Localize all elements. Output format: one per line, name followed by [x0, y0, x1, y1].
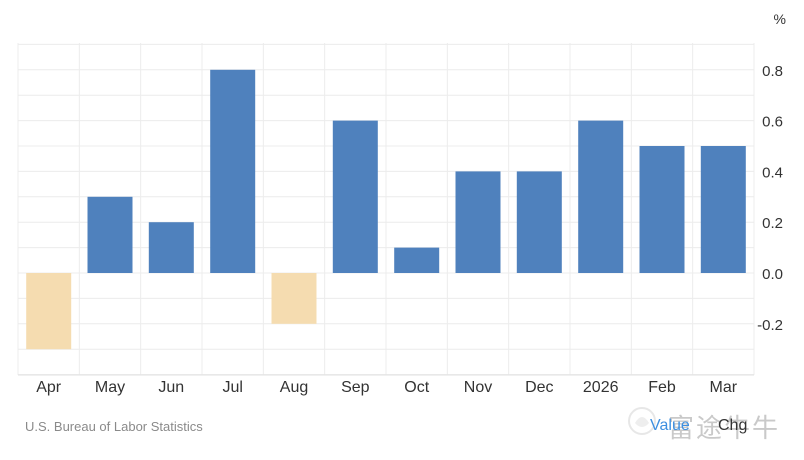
x-tick-label: Dec [525, 379, 553, 396]
y-tick-label: 0.8 [762, 63, 783, 80]
x-tick-label: Mar [710, 379, 738, 396]
bar-jun[interactable] [148, 222, 194, 273]
x-tick-label: Nov [464, 379, 492, 396]
bar-2026[interactable] [578, 120, 624, 273]
source-attribution: U.S. Bureau of Labor Statistics [25, 419, 203, 434]
x-tick-labels: Apr May Jun Jul Aug Sep Oct Nov Dec 2026 Feb Mar [36, 379, 737, 396]
x-tick-label: Oct [404, 379, 429, 396]
bar-apr[interactable] [26, 273, 72, 350]
x-tick-label: 2026 [583, 379, 619, 396]
bar-sep[interactable] [332, 120, 378, 273]
bar-nov[interactable] [455, 171, 501, 273]
grid-lines [17, 43, 755, 376]
x-tick-label: Feb [648, 379, 676, 396]
bar-jul[interactable] [210, 69, 256, 273]
y-tick-label: 0.0 [762, 266, 783, 283]
bar-mar[interactable] [700, 146, 746, 273]
x-tick-label: Aug [280, 379, 308, 396]
bar-may[interactable] [87, 196, 133, 273]
y-axis-unit-label: % [774, 11, 786, 27]
bar-oct[interactable] [394, 247, 440, 273]
y-tick-label: -0.2 [757, 317, 783, 334]
x-tick-label: Jun [158, 379, 184, 396]
y-tick-label: 0.6 [762, 114, 783, 131]
y-tick-label: 0.2 [762, 215, 783, 232]
x-tick-label: May [95, 379, 125, 396]
bar-feb[interactable] [639, 146, 685, 273]
change-toggle-button[interactable]: Chg [718, 417, 748, 434]
x-tick-label: Apr [36, 379, 62, 396]
y-tick-labels: -0.2 0.0 0.2 0.4 0.6 0.8 [757, 63, 783, 334]
bar-dec[interactable] [516, 171, 562, 273]
watermark-text: 富途牛牛 [668, 414, 781, 444]
value-toggle-button[interactable]: Value [650, 417, 690, 434]
y-tick-label: 0.4 [762, 164, 783, 181]
x-tick-label: Sep [341, 379, 370, 396]
bars [26, 69, 746, 350]
bar-aug[interactable] [271, 273, 317, 324]
x-tick-label: Jul [222, 379, 242, 396]
